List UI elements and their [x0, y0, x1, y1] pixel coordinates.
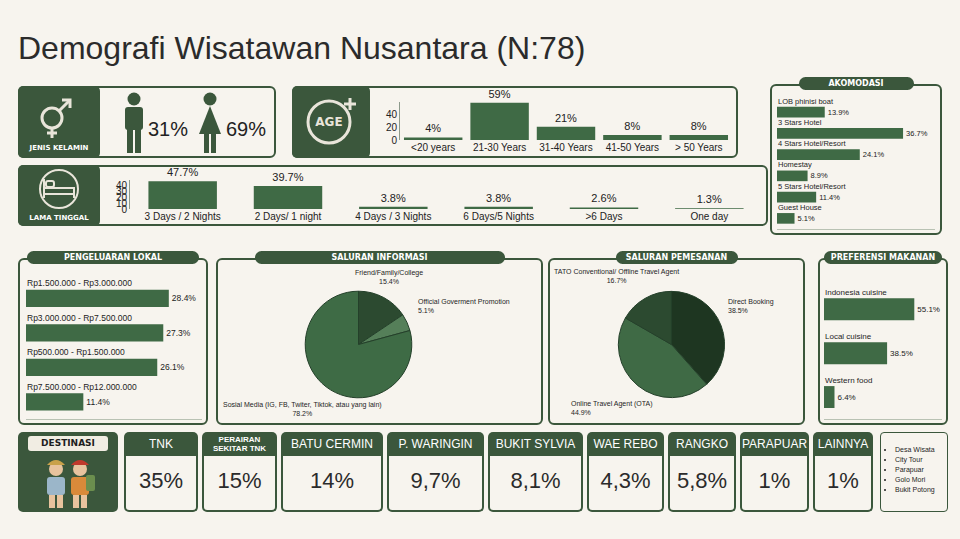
svg-text:26.1%: 26.1%	[160, 362, 185, 372]
svg-text:31-40 Years: 31-40 Years	[539, 142, 592, 153]
svg-text:0: 0	[121, 204, 127, 215]
html-text:PERAIRAN SEKITAR TNK: PERAIRAN SEKITAR TNK	[212, 435, 267, 453]
svg-text:6.4%: 6.4%	[837, 393, 855, 402]
svg-text:36.7%: 36.7%	[906, 129, 928, 138]
html-text:JENIS KELAMIN: JENIS KELAMIN	[29, 144, 89, 152]
svg-text:2.6%: 2.6%	[591, 192, 616, 204]
svg-text:3.8%: 3.8%	[486, 192, 511, 204]
html-text:35%: 35%	[139, 468, 183, 493]
html-text:AGE: AGE	[315, 115, 343, 129]
html-text:Bukit Potong: Bukit Potong	[895, 486, 935, 493]
svg-text:Rp1.500.000 - Rp3.000.000: Rp1.500.000 - Rp3.000.000	[27, 278, 132, 288]
html-text:P. WARINGIN: P. WARINGIN	[398, 437, 473, 451]
html-text:City Tour: City Tour	[895, 456, 923, 463]
svg-text:38.5%: 38.5%	[890, 349, 913, 358]
html-text:5,8%: 5,8%	[676, 468, 728, 493]
svg-text:28.4%: 28.4%	[172, 293, 197, 303]
html-text:BUKIT SYLVIA: BUKIT SYLVIA	[495, 437, 576, 451]
html-text:69%: 69%	[226, 118, 266, 140]
html-text:WAE REBO: WAE REBO	[593, 437, 658, 451]
svg-text:55.1%: 55.1%	[917, 305, 940, 314]
html-text:15%: 15%	[217, 468, 262, 493]
svg-text:LOB phinisi boat: LOB phinisi boat	[778, 97, 834, 106]
svg-text:30: 30	[116, 186, 128, 197]
html-text:1%: 1%	[758, 468, 791, 493]
svg-text:Sosial Media (IG, FB, Twiter,: Sosial Media (IG, FB, Twiter, Tiktok, at…	[223, 401, 382, 417]
svg-text:5 Stars Hotel/Resort: 5 Stars Hotel/Resort	[778, 182, 846, 191]
html-text:Demografi Wisatawan Nusantara: Demografi Wisatawan Nusantara (N:78)	[18, 30, 586, 66]
svg-text:6 Days/5 Nights: 6 Days/5 Nights	[463, 211, 534, 222]
html-text:AKOMODASI: AKOMODASI	[828, 79, 884, 88]
svg-text:> 50 Years: > 50 Years	[675, 142, 723, 153]
html-text:SALURAN INFORMASI: SALURAN INFORMASI	[331, 253, 428, 262]
html-text:LAMA TINGGAL: LAMA TINGGAL	[29, 214, 89, 222]
svg-text:Official Goverment Promotion5.: Official Goverment Promotion5.1%	[418, 298, 510, 314]
html-text:31%: 31%	[148, 118, 188, 140]
svg-text:40: 40	[386, 109, 398, 120]
html-text:Parapuar: Parapuar	[895, 466, 924, 473]
svg-text:21-30 Years: 21-30 Years	[473, 142, 526, 153]
svg-text:Online Travel Agent (OTA)44.9%: Online Travel Agent (OTA)44.9%	[571, 400, 653, 416]
svg-text:41-50 Years: 41-50 Years	[606, 142, 659, 153]
svg-text:3 Stars Hotel: 3 Stars Hotel	[778, 118, 822, 127]
html-text:SALURAN PEMESANAN: SALURAN PEMESANAN	[625, 253, 728, 262]
svg-text:Friend/Family/College15.4%: Friend/Family/College15.4%	[355, 269, 423, 285]
svg-text:1.3%: 1.3%	[697, 193, 722, 205]
svg-text:Guest House: Guest House	[778, 203, 822, 212]
svg-text:13.9%: 13.9%	[828, 108, 850, 117]
svg-text:11.4%: 11.4%	[86, 397, 110, 407]
svg-text:>6 Days: >6 Days	[586, 211, 623, 222]
html-text:RANGKO: RANGKO	[676, 437, 728, 451]
svg-text:59%: 59%	[488, 88, 510, 100]
html-text:PENGELUARAN LOKAL: PENGELUARAN LOKAL	[63, 253, 163, 262]
svg-text:20: 20	[116, 192, 128, 203]
html-text:4,3%: 4,3%	[600, 468, 651, 493]
svg-text:Rp7.500.000 - Rp12.000.000: Rp7.500.000 - Rp12.000.000	[27, 382, 137, 392]
html-text:14%: 14%	[310, 468, 354, 493]
svg-text:4 Days / 3 Nights: 4 Days / 3 Nights	[355, 211, 431, 222]
svg-text:27.3%: 27.3%	[166, 328, 191, 338]
svg-text:8%: 8%	[624, 120, 640, 132]
svg-text:8%: 8%	[691, 120, 707, 132]
svg-text:39.7%: 39.7%	[272, 171, 303, 183]
html-text:TNK: TNK	[149, 437, 173, 451]
html-text:Desa Wisata: Desa Wisata	[895, 446, 935, 453]
svg-text:Rp3.000.000 - Rp7.500.000: Rp3.000.000 - Rp7.500.000	[27, 313, 132, 323]
html-text:1%: 1%	[827, 468, 859, 493]
svg-text:4%: 4%	[425, 122, 441, 134]
svg-text:3.8%: 3.8%	[381, 192, 406, 204]
svg-text:20: 20	[386, 122, 398, 133]
svg-text:3 Days / 2 Nights: 3 Days / 2 Nights	[145, 211, 221, 222]
svg-text:47.7%: 47.7%	[167, 166, 198, 178]
svg-text:Western food: Western food	[825, 376, 872, 385]
svg-text:40: 40	[116, 180, 128, 191]
html-text:LAINNYA: LAINNYA	[817, 437, 869, 451]
svg-text:0: 0	[391, 135, 397, 146]
svg-text:21%: 21%	[555, 112, 577, 124]
html-text:PREFERENSI MAKANAN: PREFERENSI MAKANAN	[830, 253, 936, 262]
svg-text:10: 10	[116, 198, 128, 209]
svg-text:Direct Booking38.5%: Direct Booking38.5%	[728, 298, 774, 314]
html-text:8,1%: 8,1%	[510, 468, 561, 493]
svg-text:Rp500.000 - Rp1.500.000: Rp500.000 - Rp1.500.000	[27, 347, 125, 357]
html-text:BATU CERMIN: BATU CERMIN	[291, 437, 373, 451]
svg-text:8.9%: 8.9%	[811, 171, 828, 180]
svg-text:Homestay: Homestay	[778, 160, 812, 169]
html-text:DESTINASI: DESTINASI	[41, 438, 95, 448]
svg-text:TATO Conventional/ Offline Tra: TATO Conventional/ Offline Travel Agent1…	[554, 268, 679, 284]
svg-text:4 Stars Hotel/Resort: 4 Stars Hotel/Resort	[778, 139, 846, 148]
svg-text:Local cuisine: Local cuisine	[825, 332, 872, 341]
svg-text:5.1%: 5.1%	[798, 214, 815, 223]
svg-text:11.4%: 11.4%	[819, 193, 840, 202]
html-text:9,7%: 9,7%	[410, 468, 461, 493]
html-text:PARAPUAR: PARAPUAR	[741, 437, 808, 451]
svg-text:2 Days/ 1 night: 2 Days/ 1 night	[255, 211, 322, 222]
html-text:Golo Mori: Golo Mori	[895, 476, 926, 483]
svg-text:24.1%: 24.1%	[863, 150, 885, 159]
svg-text:<20 years: <20 years	[411, 142, 455, 153]
svg-text:One day: One day	[690, 211, 728, 222]
svg-text:Indonesia cuisine: Indonesia cuisine	[825, 288, 887, 297]
